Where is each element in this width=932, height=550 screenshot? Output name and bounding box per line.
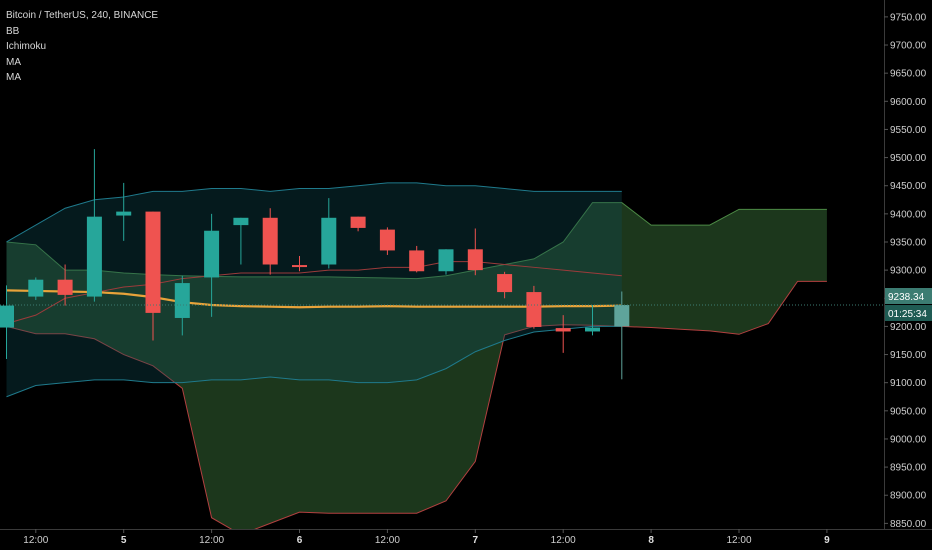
price-tick-label: 9200.00 bbox=[890, 322, 927, 333]
candle-body bbox=[467, 249, 483, 271]
countdown-label: 01:25:34 bbox=[888, 309, 927, 320]
candle[interactable] bbox=[204, 213, 220, 317]
candle[interactable] bbox=[28, 277, 44, 300]
candle[interactable] bbox=[116, 182, 132, 241]
price-tick-label: 9750.00 bbox=[890, 12, 927, 23]
candle-body bbox=[497, 274, 513, 293]
candle-body bbox=[438, 249, 454, 272]
time-tick-label: 12:00 bbox=[23, 535, 48, 546]
candle-body bbox=[86, 216, 102, 297]
candle[interactable] bbox=[409, 245, 425, 273]
bollinger-lower-line bbox=[6, 325, 622, 398]
bollinger-upper-line bbox=[6, 182, 622, 243]
price-tick-label: 9100.00 bbox=[890, 378, 927, 389]
candle-body bbox=[585, 327, 600, 332]
time-tick-label: 9 bbox=[824, 535, 830, 546]
countdown-label-bg bbox=[885, 305, 932, 321]
candle-body bbox=[57, 279, 73, 295]
candle[interactable] bbox=[350, 216, 366, 232]
symbol-title[interactable]: Bitcoin / TetherUS, 240, BINANCE bbox=[6, 10, 159, 21]
candle[interactable] bbox=[467, 228, 483, 276]
candle-body bbox=[116, 211, 132, 216]
candle-body bbox=[28, 279, 44, 297]
price-tick-label: 9600.00 bbox=[890, 97, 927, 108]
plot-area bbox=[0, 149, 884, 529]
candle[interactable] bbox=[233, 217, 249, 265]
price-tick-label: 9650.00 bbox=[890, 69, 927, 80]
time-tick-label: 12:00 bbox=[199, 535, 224, 546]
price-tick-label: 8950.00 bbox=[890, 463, 927, 474]
candle-body bbox=[262, 217, 278, 265]
price-tick-label: 8900.00 bbox=[890, 491, 927, 502]
candle-body bbox=[350, 216, 366, 228]
price-tick-label: 9550.00 bbox=[890, 125, 927, 136]
price-tick-label: 8850.00 bbox=[890, 519, 927, 530]
candle[interactable] bbox=[145, 211, 161, 341]
last-price-labels: 9238.34 01:25:34 bbox=[885, 288, 932, 321]
candle-body bbox=[614, 305, 630, 327]
candle[interactable] bbox=[292, 256, 307, 272]
candle[interactable] bbox=[57, 264, 73, 306]
candle[interactable] bbox=[321, 198, 337, 269]
candle[interactable] bbox=[0, 285, 14, 360]
candle-body bbox=[526, 292, 542, 327]
candle-body bbox=[233, 217, 249, 226]
price-tick-label: 9150.00 bbox=[890, 350, 927, 361]
time-tick-label: 12:00 bbox=[375, 535, 400, 546]
indicator-bb[interactable]: BB bbox=[6, 25, 20, 37]
ichimoku-span-b-line bbox=[6, 280, 827, 529]
time-tick-label: 12:00 bbox=[551, 535, 576, 546]
time-tick-label: 12:00 bbox=[726, 535, 751, 546]
ichimoku-span-a-line bbox=[6, 202, 827, 280]
candle-body bbox=[379, 229, 395, 251]
time-tick-label: 8 bbox=[648, 535, 654, 546]
candle[interactable] bbox=[262, 208, 278, 275]
bollinger-basis-line bbox=[6, 261, 622, 325]
price-tick-label: 9450.00 bbox=[890, 181, 927, 192]
last-price-label: 9238.34 bbox=[888, 292, 925, 303]
time-tick-label: 6 bbox=[297, 535, 303, 546]
indicator-ma-1[interactable]: MA bbox=[6, 56, 21, 68]
chart-legend: Bitcoin / TetherUS, 240, BINANCE BB Ichi… bbox=[6, 8, 158, 86]
candle-body bbox=[292, 265, 307, 268]
candle-body bbox=[321, 217, 337, 265]
candle[interactable] bbox=[86, 149, 102, 302]
moving-average-line bbox=[6, 289, 622, 309]
candle-body bbox=[174, 283, 190, 318]
candle-body bbox=[0, 305, 14, 328]
indicator-ichimoku[interactable]: Ichimoku bbox=[6, 41, 47, 52]
candle-body bbox=[204, 230, 220, 278]
candle[interactable] bbox=[526, 285, 542, 329]
price-tick-label: 9300.00 bbox=[890, 266, 927, 277]
time-axis[interactable]: 12:00 5 12:00 6 12:00 7 12:00 8 12:00 9 bbox=[23, 529, 830, 546]
candle[interactable] bbox=[585, 305, 600, 336]
price-tick-label: 9350.00 bbox=[890, 237, 927, 248]
candle[interactable] bbox=[174, 275, 190, 336]
price-tick-label: 9400.00 bbox=[890, 209, 927, 220]
price-tick-label: 9050.00 bbox=[890, 406, 927, 417]
candle[interactable] bbox=[614, 291, 630, 380]
last-price-label-bg bbox=[885, 288, 932, 304]
candle[interactable] bbox=[438, 249, 454, 275]
candle[interactable] bbox=[497, 271, 513, 299]
time-tick-label: 7 bbox=[473, 535, 479, 546]
price-tick-label: 9700.00 bbox=[890, 41, 927, 52]
price-tick-label: 9500.00 bbox=[890, 153, 927, 164]
price-tick-label: 9000.00 bbox=[890, 434, 927, 445]
candle-body bbox=[145, 211, 161, 313]
time-tick-label: 5 bbox=[121, 535, 127, 546]
candle[interactable] bbox=[555, 315, 571, 353]
candle-body bbox=[555, 328, 571, 332]
candle[interactable] bbox=[379, 227, 395, 255]
candle-body bbox=[409, 250, 425, 272]
indicator-ma-2[interactable]: MA bbox=[6, 72, 21, 83]
